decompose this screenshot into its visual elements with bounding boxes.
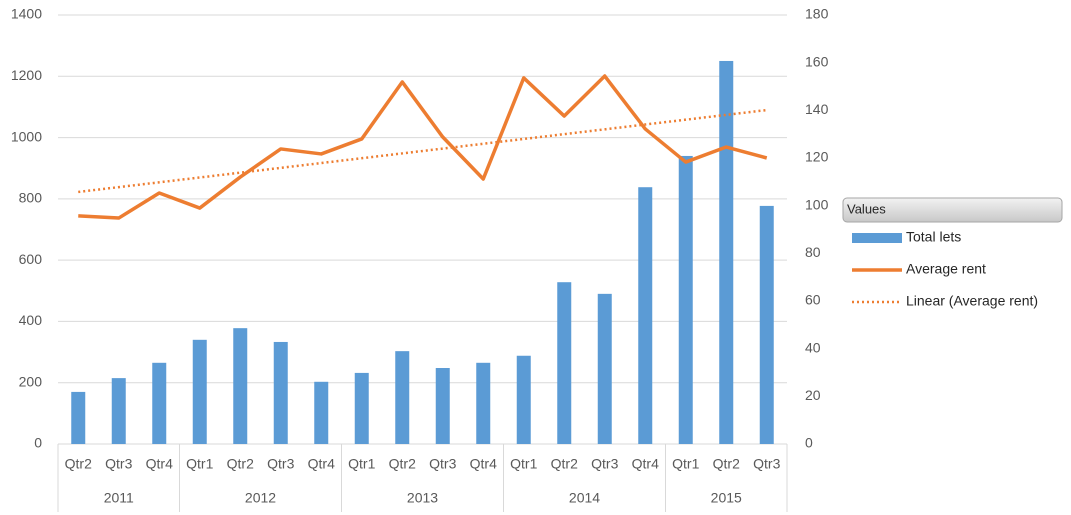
bar [273,341,288,444]
group-label: 2014 [569,490,600,506]
x-tick-label: Qtr2 [389,456,416,472]
x-tick-label: Qtr2 [65,456,92,472]
group-label: 2013 [407,490,438,506]
bar [395,351,410,444]
x-tick-label: Qtr3 [753,456,780,472]
y-tick-label: 0 [34,435,42,451]
legend-header [842,197,1063,223]
bar [233,328,248,444]
x-tick-label: Qtr4 [632,456,659,472]
y2-tick-label: 120 [805,149,829,165]
y-tick-label: 800 [19,190,43,206]
legend: Values Total lets Average rent Linear (Ave… [842,197,1063,309]
bar [678,155,693,444]
y2-tick-label: 100 [805,196,829,212]
legend-label: Total lets [906,229,961,245]
x-tick-label: Qtr3 [105,456,132,472]
y-tick-label: 200 [19,373,43,389]
x-tick-label: Qtr4 [308,456,335,472]
bar [314,381,329,444]
legend-label: Linear (Average rent) [906,293,1038,309]
y-tick-label: 1000 [11,128,42,144]
bar [354,372,369,444]
group-label: 2015 [711,490,742,506]
bar [719,60,734,444]
bar [557,282,572,444]
bar [192,339,207,444]
y2-tick-label: 40 [805,339,821,355]
legend-title: Values [847,201,886,216]
line [78,74,768,220]
x-tick-label: Qtr1 [510,456,537,472]
bar [516,355,531,444]
y2-tick-label: 20 [805,387,821,403]
x-tick-label: Qtr1 [186,456,213,472]
x-tick-label: Qtr1 [348,456,375,472]
bar [638,187,653,444]
legend-label: Average rent [906,261,986,277]
x-tick-label: Qtr4 [146,456,173,472]
x-tick-label: Qtr2 [713,456,740,472]
group-label: 2012 [245,490,276,506]
trendline [78,108,767,194]
y2-tick-label: 160 [805,53,829,69]
y2-tick-label: 80 [805,244,821,260]
y2-tick-label: 60 [805,292,821,308]
bar [152,362,167,444]
y2-tick-label: 140 [805,101,829,117]
x-tick-label: Qtr2 [551,456,578,472]
bar [111,378,126,444]
bar [597,293,612,444]
y-tick-label: 1200 [11,67,42,83]
x-tick-label: Qtr3 [267,456,294,472]
x-tick-label: Qtr3 [429,456,456,472]
bar [759,205,774,444]
legend-swatch [852,233,902,243]
y2-tick-label: 180 [805,6,829,22]
bar [71,391,86,444]
x-tick-label: Qtr3 [591,456,618,472]
group-label: 2011 [104,490,134,506]
y-tick-label: 400 [19,312,43,328]
y-tick-label: 600 [19,251,43,267]
y2-tick-label: 0 [805,435,813,451]
x-tick-label: Qtr4 [470,456,497,472]
y-tick-label: 1400 [11,6,42,22]
bar [435,368,450,444]
bar [476,362,491,444]
x-tick-label: Qtr1 [672,456,699,472]
x-tick-label: Qtr2 [227,456,254,472]
